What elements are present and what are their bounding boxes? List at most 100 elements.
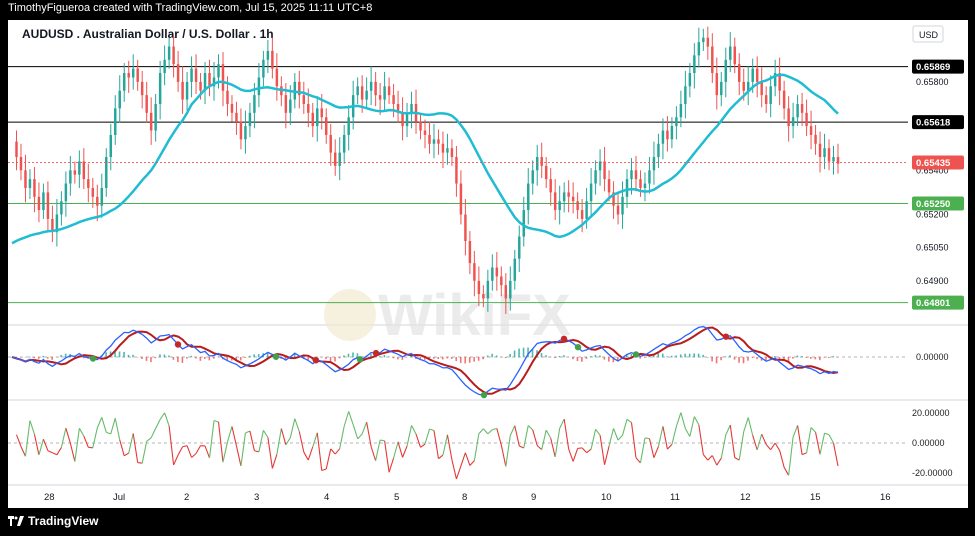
macd-histogram-bar [150,357,152,363]
oscillator-segment [590,429,597,450]
candle-body [486,280,490,299]
time-tick-label: 15 [810,492,821,503]
candle-body [69,170,72,184]
macd-histogram-bar [563,355,565,358]
macd-histogram-bar [657,353,660,358]
macd-histogram-bar [195,357,197,359]
oscillator-segment [460,452,466,467]
attribution-text: TimothyFigueroa created with TradingView… [8,2,373,14]
macd-histogram-bar [154,357,157,359]
candle-body [396,103,400,113]
oscillator-segment [720,434,727,459]
oscillator-segment [630,422,637,458]
candle-body [248,112,252,127]
macd-histogram-bar [792,357,794,359]
candle-body [527,183,530,211]
candle-body [289,99,292,113]
candle-body [217,64,220,78]
candle-body [589,183,593,202]
macd-histogram-bar [693,353,695,358]
macd-histogram-bar [28,356,31,358]
oscillator-segment [217,421,224,463]
candle-body [764,95,768,104]
macd-histogram-bar [168,355,170,358]
oscillator-segment [83,435,89,448]
candle-body [203,73,207,91]
oscillator-segment [545,429,552,439]
oscillator-segment [195,445,202,454]
oscillator-segment [492,427,497,431]
macd-histogram-bar [105,352,107,358]
macd-signal-line [11,326,839,395]
macd-histogram-bar [64,353,67,358]
oscillator-segment [604,445,610,465]
macd-histogram-bar [729,355,731,358]
candle-body [100,187,104,206]
macd-histogram-bar [684,353,686,358]
time-tick-label: 2 [184,492,189,503]
price-level-badge [912,295,964,310]
oscillator-segment [702,454,709,461]
macd-histogram-bar [329,357,332,361]
candle-body [455,157,458,184]
oscillator-segment [689,416,695,437]
oscillator-segment [514,425,520,447]
macd-histogram-bar [661,353,664,358]
oscillator-segment [716,457,722,466]
oscillator-segment [765,444,772,451]
oscillator-segment [280,428,287,445]
candle-body [109,134,112,158]
oscillator-segment [608,428,615,447]
macd-histogram-bar [801,356,803,358]
candle-body [55,214,59,233]
candle-body [553,192,557,211]
candle-body [684,86,687,104]
moving-average-line [11,73,839,245]
macd-histogram-bar [738,357,740,363]
candle-body [311,112,315,127]
candle-body [423,130,427,135]
oscillator-segment [235,445,242,467]
macd-histogram-bar [468,357,471,363]
candle-body [325,117,328,135]
macd-histogram-bar [392,357,395,359]
oscillator-segment [289,418,296,438]
macd-histogram-bar [419,357,422,360]
oscillator-lines [15,411,839,480]
oscillator-segment [74,428,80,462]
oscillator-segment [621,419,628,436]
oscillator-segment [380,439,385,442]
macd-histogram-bar [603,357,606,360]
oscillator-segment [738,431,745,461]
candle-body [500,276,503,286]
candle-body [760,81,763,96]
candle-body [567,192,570,197]
oscillator-segment [42,438,49,451]
oscillator-segment [168,425,175,465]
candle-body [540,157,543,166]
oscillator-segment [496,428,502,446]
candle-body [208,73,211,87]
chart-canvas[interactable]: WikiFX AUDUSD . Australian Dollar / U.S. … [8,20,968,508]
time-tick-label: 16 [880,492,891,503]
candle-body [468,241,472,264]
macd-histogram-bar [670,355,673,358]
candle-body [531,170,534,184]
candle-body [392,95,395,104]
macd-histogram-bar [145,357,148,361]
last-price-badge [912,155,964,170]
oscillator-segment [788,436,794,476]
macd-cross-marker [312,357,320,364]
osc-tick-label: 0.00000 [912,438,945,448]
oscillator-segment [586,448,592,454]
oscillator-segment [222,441,229,463]
oscillator-segment [648,438,655,458]
oscillator-segment [505,435,511,467]
macd-histogram-bar [599,355,601,358]
candle-body [652,157,656,171]
candle-body [733,46,736,65]
oscillator-segment [388,457,395,473]
macd-histogram-bar [572,357,574,360]
oscillator-segment [554,428,561,458]
